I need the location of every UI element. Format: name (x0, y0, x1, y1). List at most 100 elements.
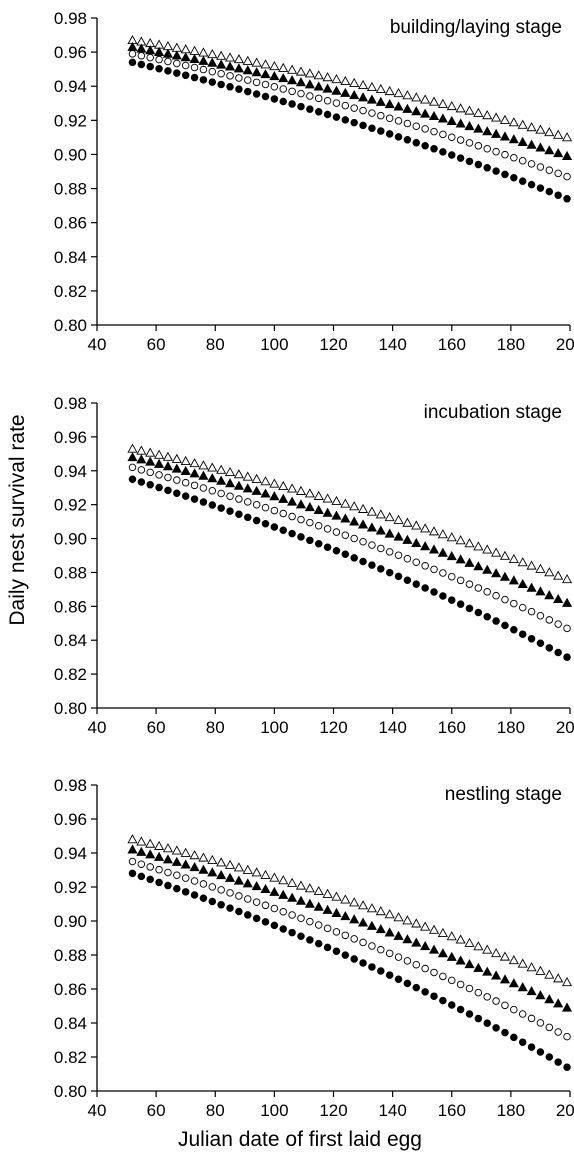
data-point-filled-circle (146, 481, 154, 489)
data-point-filled-circle (226, 904, 234, 912)
data-point-filled-triangle (411, 106, 422, 116)
data-point-filled-circle (323, 110, 332, 119)
data-point-filled-circle (492, 167, 500, 175)
data-point-filled-triangle (242, 878, 253, 888)
data-point-filled-triangle (482, 126, 493, 136)
data-point-filled-triangle (251, 485, 262, 495)
data-point-open-triangle (224, 859, 236, 869)
data-point-filled-triangle (322, 904, 333, 914)
data-point-open-circle (563, 172, 571, 181)
data-point-open-triangle (428, 96, 440, 106)
y-tick-label: 0.94 (54, 462, 87, 481)
data-point-open-triangle (269, 61, 280, 71)
data-point-filled-circle (439, 996, 447, 1005)
data-point-open-triangle (535, 965, 546, 975)
data-point-filled-triangle (242, 483, 253, 493)
series-open-circle (128, 463, 571, 633)
data-point-filled-circle (217, 901, 225, 909)
data-point-open-triangle (340, 894, 351, 904)
data-point-filled-triangle (446, 951, 457, 961)
data-point-filled-triangle (437, 948, 448, 958)
data-point-open-circle (394, 117, 403, 125)
data-point-filled-circle (377, 967, 385, 975)
data-point-open-triangle (295, 880, 307, 890)
data-point-filled-circle (341, 951, 350, 959)
data-point-filled-circle (199, 498, 208, 506)
data-point-filled-circle (385, 568, 394, 577)
data-point-filled-triangle (171, 856, 182, 866)
data-point-open-circle (235, 892, 243, 900)
data-point-filled-triangle (269, 71, 280, 81)
data-point-open-circle (430, 968, 438, 977)
data-point-open-circle (554, 169, 562, 178)
data-point-filled-circle (350, 554, 358, 562)
data-point-open-circle (492, 997, 500, 1005)
x-tick-label: 80 (206, 335, 225, 354)
data-point-filled-circle (563, 653, 571, 661)
data-point-filled-triangle (491, 970, 502, 980)
data-point-filled-circle (235, 85, 243, 93)
data-point-filled-circle (545, 1053, 554, 1061)
y-tick-label: 0.98 (54, 776, 87, 795)
x-tick-label: 160 (438, 718, 466, 737)
data-point-open-triangle (366, 81, 377, 91)
data-point-open-circle (235, 495, 243, 503)
data-point-filled-circle (244, 87, 252, 96)
data-point-filled-circle (510, 1033, 518, 1042)
data-point-filled-circle (492, 617, 500, 625)
data-point-open-circle (332, 928, 341, 936)
data-point-open-triangle (499, 550, 511, 560)
data-point-filled-triangle (198, 470, 209, 480)
x-tick-label: 40 (88, 1101, 107, 1120)
x-tick-label: 60 (147, 335, 166, 354)
data-point-filled-triangle (304, 79, 315, 89)
data-point-filled-circle (128, 58, 137, 67)
data-point-filled-triangle (499, 131, 511, 141)
x-tick-label: 120 (319, 718, 347, 737)
data-point-open-triangle (278, 480, 289, 491)
data-point-filled-circle (474, 1014, 483, 1023)
data-point-filled-circle (332, 113, 341, 121)
data-point-open-circle (270, 904, 279, 913)
data-point-open-circle (332, 99, 341, 107)
data-point-open-triangle (393, 912, 404, 922)
data-point-open-triangle (402, 915, 413, 925)
data-point-filled-triangle (251, 67, 262, 77)
data-point-filled-circle (181, 888, 190, 896)
data-point-open-circle (261, 901, 270, 910)
data-point-filled-triangle (136, 454, 147, 464)
data-point-open-triangle (162, 451, 174, 461)
data-point-filled-circle (430, 588, 438, 596)
data-point-open-circle (377, 111, 385, 120)
data-point-filled-circle (412, 139, 421, 147)
data-point-filled-triangle (295, 499, 307, 509)
data-point-filled-circle (536, 639, 545, 647)
data-point-filled-triangle (233, 875, 244, 885)
data-point-open-triangle (455, 103, 466, 113)
data-point-filled-circle (341, 550, 350, 559)
data-point-filled-triangle (384, 99, 395, 109)
data-point-open-circle (279, 509, 287, 518)
data-point-open-triangle (553, 973, 564, 983)
data-point-filled-circle (377, 565, 385, 573)
x-tick-label: 160 (438, 1101, 466, 1120)
data-point-open-circle (252, 78, 261, 87)
data-point-filled-circle (261, 918, 270, 926)
data-point-open-triangle (287, 64, 298, 74)
data-point-open-circle (155, 55, 163, 64)
data-point-open-triangle (553, 570, 564, 580)
y-tick-label: 0.96 (54, 810, 87, 829)
data-point-filled-circle (137, 872, 146, 881)
series-filled-triangle (127, 41, 573, 161)
data-point-open-triangle (491, 112, 502, 122)
data-point-filled-circle (421, 988, 429, 996)
data-point-open-circle (155, 471, 163, 479)
data-point-filled-triangle (366, 94, 377, 104)
data-point-open-circle (536, 1019, 545, 1027)
data-point-open-circle (448, 976, 456, 985)
data-point-filled-triangle (526, 986, 537, 996)
x-tick-label: 200 (556, 718, 574, 737)
data-point-open-triangle (171, 845, 182, 855)
data-point-open-triangle (260, 869, 271, 880)
data-point-open-triangle (145, 447, 156, 457)
